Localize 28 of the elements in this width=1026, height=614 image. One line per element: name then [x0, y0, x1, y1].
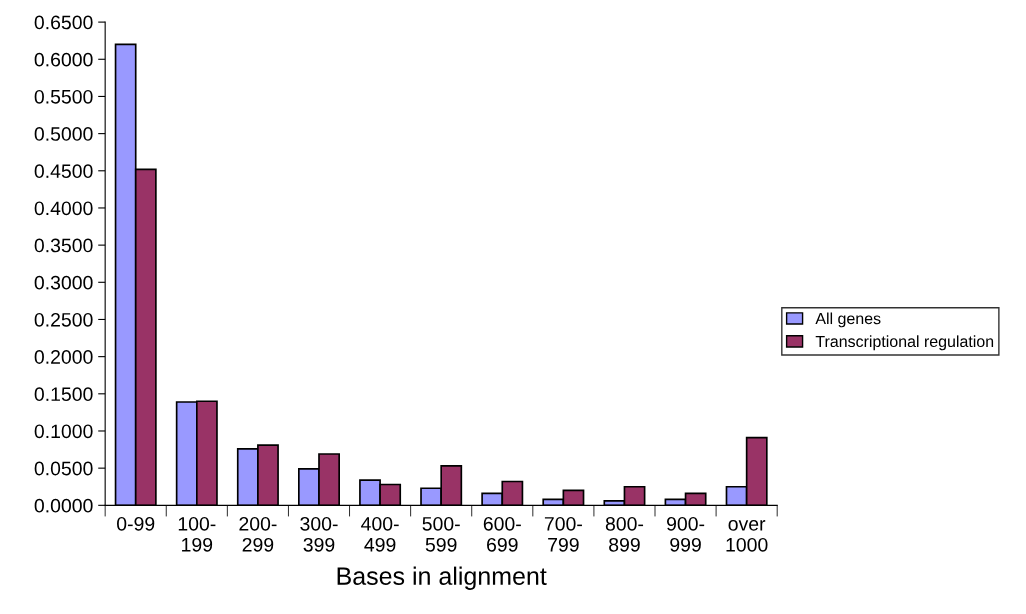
y-tick-label: 0.4000: [34, 201, 93, 216]
y-tick-label: 0.5500: [34, 89, 93, 104]
x-tick-label: 0-99: [117, 516, 155, 531]
y-tick-label: 0.2000: [34, 350, 93, 364]
x-tick-label: 500- 599: [422, 516, 460, 552]
y-tick-label: 0.4500: [34, 164, 93, 179]
x-tick-label: 400- 499: [361, 516, 399, 552]
x-tick-label: 100- 199: [178, 516, 216, 552]
x-tick-label: 200- 299: [239, 516, 277, 552]
legend-label: Transcriptional regulation: [815, 335, 994, 351]
y-tick-label: 0.1500: [34, 387, 93, 402]
y-tick-label: 0.3000: [34, 275, 93, 290]
x-tick-label: over 1000: [726, 520, 768, 552]
y-tick-label: 0.6500: [34, 15, 93, 30]
x-tick-label: 300- 399: [300, 516, 338, 552]
legend-label: All genes: [815, 312, 881, 328]
x-tick-label: 600- 699: [483, 516, 521, 552]
y-tick-label: 0.3500: [34, 238, 93, 253]
y-tick-label: 0.2500: [34, 312, 93, 327]
x-tick-label: 900- 999: [667, 516, 705, 552]
y-tick-label: 0.0500: [34, 461, 93, 476]
x-axis-title: Bases in alignment: [337, 566, 547, 590]
x-tick-label: 800- 899: [605, 516, 644, 552]
y-tick-label: 0.6000: [34, 52, 93, 67]
x-tick-label: 700- 799: [544, 516, 582, 552]
y-tick-label: 0.1000: [34, 424, 93, 439]
y-tick-label: 0.5000: [34, 127, 93, 141]
y-tick-label: 0.0000: [34, 498, 93, 513]
